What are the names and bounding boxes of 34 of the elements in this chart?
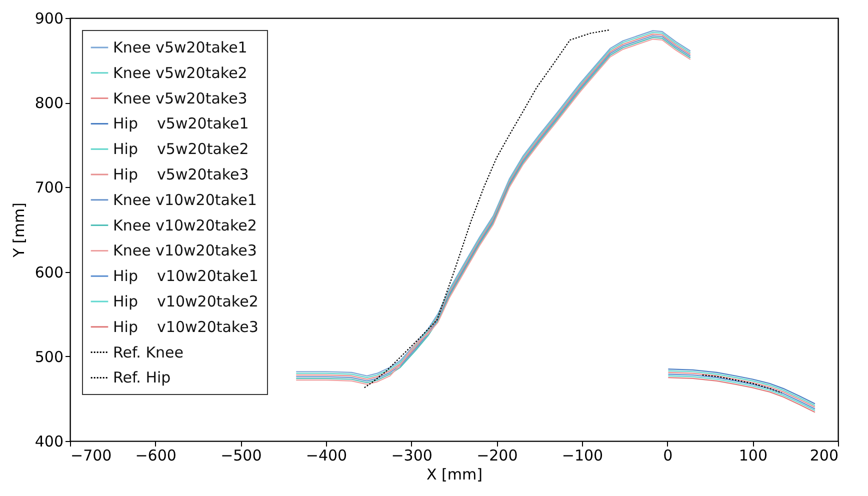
x-tick-label: 100 xyxy=(738,446,768,464)
line-series xyxy=(364,29,611,388)
legend-label: Ref. Hip xyxy=(113,368,171,387)
y-axis-title: Y [mm] xyxy=(10,202,28,258)
legend-label: Knee v5w20take2 xyxy=(113,64,248,82)
legend-label: Hip v10w20take2 xyxy=(113,292,258,310)
legend-label: Knee v10w20take3 xyxy=(113,242,257,260)
x-tick-label: −300 xyxy=(391,446,432,464)
legend-label: Hip v5w20take3 xyxy=(113,166,249,184)
y-tick-label: 700 xyxy=(34,178,64,197)
x-tick-label: −500 xyxy=(220,446,262,464)
legend-label: Knee v10w20take2 xyxy=(113,216,257,234)
y-tick-label: 400 xyxy=(34,432,64,450)
y-tick-label: 800 xyxy=(34,94,64,112)
x-tick-label: 0 xyxy=(663,446,673,464)
legend-label: Knee v5w20take3 xyxy=(113,89,248,108)
x-tick-label: −600 xyxy=(135,446,176,464)
y-tick-label: 900 xyxy=(34,10,64,28)
legend-label: Hip v10w20take1 xyxy=(113,267,258,286)
line-series xyxy=(702,374,782,394)
legend-label: Hip v5w20take1 xyxy=(113,114,249,133)
x-tick-label: 200 xyxy=(810,446,838,464)
y-tick-label: 600 xyxy=(34,263,64,282)
x-axis-title: X [mm] xyxy=(426,466,482,484)
legend-label: Hip v10w20take3 xyxy=(113,318,258,336)
x-tick-label: −700 xyxy=(70,446,112,464)
x-tick-label: −200 xyxy=(476,446,518,464)
x-tick-label: −400 xyxy=(306,446,348,464)
legend-label: Knee v5w20take1 xyxy=(113,38,248,56)
y-tick-label: 500 xyxy=(34,348,64,366)
legend-label: Hip v5w20take2 xyxy=(113,140,249,158)
legend-label: Knee v10w20take1 xyxy=(113,190,257,209)
x-tick-label: −100 xyxy=(562,446,604,464)
legend-label: Ref. Knee xyxy=(113,343,184,362)
